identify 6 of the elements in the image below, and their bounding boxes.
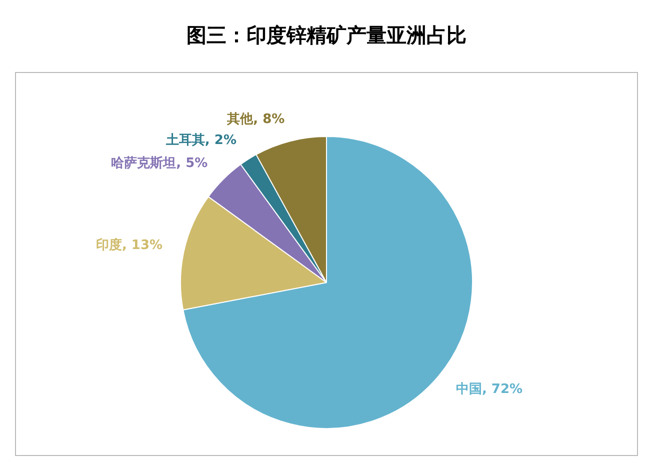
slice-label: 哈萨克斯坦, 5% xyxy=(111,155,208,172)
slice-label: 土耳其, 2% xyxy=(164,133,236,148)
slice-label: 中国, 72% xyxy=(456,382,523,397)
slice-label: 其他, 8% xyxy=(226,112,285,128)
slice-label: 印度, 13% xyxy=(96,237,163,254)
chart-title: 图三：印度锌精矿产量亚洲占比 xyxy=(186,22,468,49)
